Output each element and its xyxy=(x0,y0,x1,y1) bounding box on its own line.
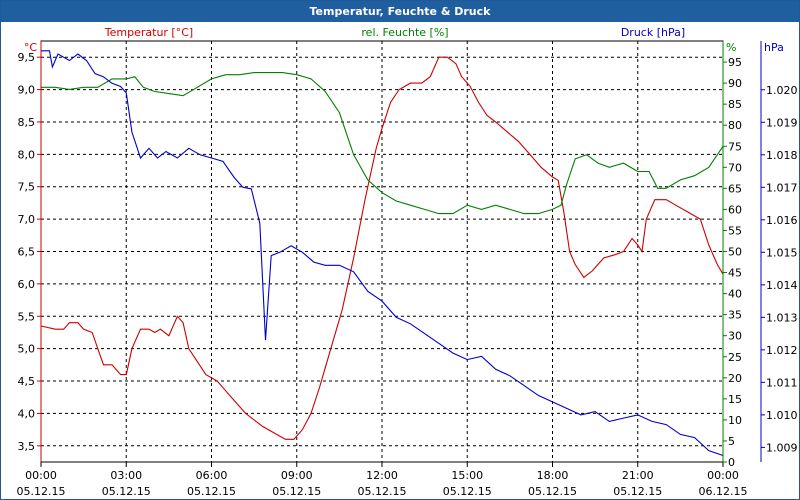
x-tick-label-date: 05.12.15 xyxy=(17,485,66,498)
labels-layer: 00:00 05.12.15 03:00 05.12.15 06:00 05.12.15 0… xyxy=(17,26,798,498)
x-tick-label-date: 05.12.15 xyxy=(613,485,662,498)
temp-unit: °C xyxy=(24,41,38,54)
hum-tick-label: 5 xyxy=(728,435,735,448)
temp-tick-label: 8,5 xyxy=(18,116,36,129)
temp-tick-label: 6,0 xyxy=(18,278,36,291)
hum-tick-label: 95 xyxy=(728,56,742,69)
hum-axis-label: rel. Feuchte [%] xyxy=(361,26,448,39)
press-tick-label: 1.013 xyxy=(766,311,798,324)
temp-tick-label: 9,5 xyxy=(18,51,36,64)
chart-title: Temperatur, Feuchte & Druck xyxy=(1,1,799,22)
press-tick-label: 1.011 xyxy=(766,376,798,389)
temp-tick-label: 5,0 xyxy=(18,343,36,356)
press-tick-label: 1.016 xyxy=(766,214,798,227)
x-tick-label-date: 05.12.15 xyxy=(358,485,407,498)
temp-tick-label: 6,5 xyxy=(18,246,36,259)
temp-tick-label: 4,5 xyxy=(18,375,36,388)
hum-tick-label: 90 xyxy=(728,77,742,90)
hum-tick-label: 85 xyxy=(728,98,742,111)
temp-tick-label: 9,0 xyxy=(18,84,36,97)
series-line-press xyxy=(41,50,724,457)
x-tick-label-time: 00:00 xyxy=(707,469,739,482)
hum-unit: % xyxy=(726,41,736,54)
temp-tick-label: 7,5 xyxy=(18,181,36,194)
press-tick-label: 1.010 xyxy=(766,409,798,422)
x-tick-label-date: 05.12.15 xyxy=(443,485,492,498)
hum-tick-label: 35 xyxy=(728,309,742,322)
hum-tick-label: 45 xyxy=(728,267,742,280)
temp-tick-label: 5,5 xyxy=(18,310,36,323)
hum-tick-label: 40 xyxy=(728,288,742,301)
hum-tick-label: 20 xyxy=(728,372,742,385)
hum-tick-label: 60 xyxy=(728,203,742,216)
x-tick-label-time: 15:00 xyxy=(451,469,483,482)
press-unit: hPa xyxy=(764,41,784,54)
temp-tick-label: 3,5 xyxy=(18,440,36,453)
press-axis-label: Druck [hPa] xyxy=(621,26,685,39)
x-tick-label-time: 09:00 xyxy=(281,469,313,482)
x-tick-label-time: 06:00 xyxy=(196,469,228,482)
temp-tick-label: 7,0 xyxy=(18,213,36,226)
hum-tick-label: 15 xyxy=(728,393,742,406)
press-tick-label: 1.018 xyxy=(766,149,798,162)
hum-tick-label: 0 xyxy=(728,456,735,469)
press-tick-label: 1.020 xyxy=(766,84,798,97)
hum-tick-label: 80 xyxy=(728,119,742,132)
axes-layer xyxy=(37,40,765,467)
grid-lines xyxy=(41,41,723,462)
press-tick-label: 1.015 xyxy=(766,246,798,259)
x-tick-label-date: 05.12.15 xyxy=(272,485,321,498)
hum-tick-label: 30 xyxy=(728,330,742,343)
temp-tick-label: 8,0 xyxy=(18,148,36,161)
hum-tick-label: 70 xyxy=(728,161,742,174)
hum-tick-label: 65 xyxy=(728,182,742,195)
series-line-hum xyxy=(41,72,724,215)
x-tick-label-time: 12:00 xyxy=(366,469,398,482)
x-tick-label-date: 05.12.15 xyxy=(102,485,151,498)
x-tick-label-time: 21:00 xyxy=(622,469,654,482)
hum-tick-label: 75 xyxy=(728,140,742,153)
x-tick-label-time: 03:00 xyxy=(110,469,142,482)
press-tick-label: 1.017 xyxy=(766,181,798,194)
hum-tick-label: 55 xyxy=(728,224,742,237)
x-tick-label-time: 00:00 xyxy=(25,469,57,482)
x-tick-label-date: 05.12.15 xyxy=(187,485,236,498)
hum-tick-label: 50 xyxy=(728,246,742,259)
hum-tick-label: 10 xyxy=(728,414,742,427)
press-tick-label: 1.014 xyxy=(766,279,798,292)
hum-tick-label: 25 xyxy=(728,351,742,364)
series-line-temp xyxy=(40,56,724,440)
x-tick-label-date: 06.12.15 xyxy=(699,485,748,498)
temp-axis-label: Temperatur [°C] xyxy=(104,26,193,39)
series-layer xyxy=(40,50,724,457)
press-tick-label: 1.009 xyxy=(766,441,798,454)
x-tick-label-date: 05.12.15 xyxy=(528,485,577,498)
temp-tick-label: 4,0 xyxy=(18,407,36,420)
press-tick-label: 1.012 xyxy=(766,344,798,357)
x-tick-label-time: 18:00 xyxy=(537,469,569,482)
press-tick-label: 1.019 xyxy=(766,116,798,129)
